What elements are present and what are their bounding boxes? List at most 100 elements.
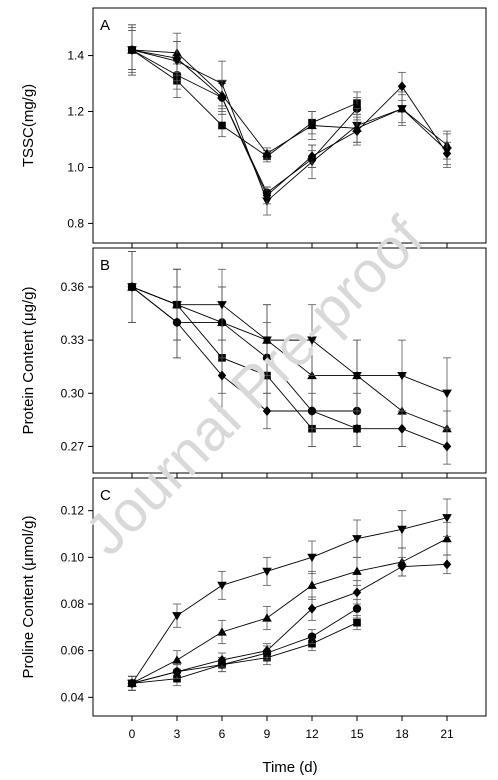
y-tick-label: 1.0 <box>67 160 84 174</box>
y-tick-label: 0.08 <box>61 597 85 611</box>
data-point <box>397 105 407 114</box>
data-point <box>352 604 362 613</box>
series-line <box>131 608 358 684</box>
y-tick-label: 1.2 <box>67 105 84 119</box>
watermark: Journal Pre-proof <box>73 204 436 567</box>
series-line <box>131 49 448 155</box>
data-point <box>262 190 272 201</box>
chart-panel: B 0.27 0.30 0.33 0.36 Protein Content (μg/g) <box>20 247 487 478</box>
data-point <box>172 612 182 621</box>
data-point <box>442 559 452 570</box>
y-tick-label: 0.04 <box>61 690 85 704</box>
y-tick-label: 0.10 <box>61 550 85 564</box>
series-triangle-down <box>127 498 452 691</box>
series-line <box>131 563 448 684</box>
data-point <box>262 148 272 158</box>
data-point <box>217 655 227 665</box>
series-line <box>131 622 358 684</box>
data-point <box>307 553 317 563</box>
data-point <box>442 533 452 543</box>
watermark-group: Journal Pre-proof <box>73 204 436 567</box>
data-point <box>307 151 317 162</box>
data-point <box>397 371 407 381</box>
plot-frame <box>92 7 487 244</box>
y-tick-label: 0.30 <box>61 386 85 400</box>
data-point <box>397 81 407 92</box>
data-point <box>352 371 362 381</box>
x-tick-label: 21 <box>440 727 454 741</box>
x-axis-label: Time (d) <box>262 759 317 776</box>
series-circle <box>127 598 362 691</box>
x-tick-label: 0 <box>129 727 136 741</box>
data-point <box>262 613 272 622</box>
data-point <box>352 566 362 575</box>
x-tick-label: 3 <box>174 727 181 741</box>
data-point <box>217 627 227 636</box>
y-axis-label: Proline Content (μmol/g) <box>20 516 37 679</box>
data-point <box>442 441 452 452</box>
x-tick-label: 15 <box>350 727 364 741</box>
data-point <box>217 581 227 591</box>
data-point <box>127 44 137 55</box>
y-tick-label: 0.06 <box>61 644 85 658</box>
data-point <box>397 525 407 535</box>
data-point <box>127 281 137 292</box>
series-diamond <box>127 29 452 205</box>
x-tick-label: 6 <box>219 727 226 741</box>
data-point <box>262 336 272 345</box>
series-diamond <box>127 554 452 691</box>
data-point <box>307 580 317 589</box>
chart-panel: C 0.04 0.06 0.08 0.10 0.12 Proline Content (μm… <box>20 477 487 721</box>
data-point <box>353 618 361 627</box>
data-point <box>218 121 226 130</box>
data-point <box>127 678 137 689</box>
x-axis-label-group: Time (d) <box>262 759 317 776</box>
series-diamond <box>127 251 452 465</box>
data-point <box>172 666 182 677</box>
y-tick-label: 1.4 <box>67 49 84 63</box>
data-point <box>307 603 317 614</box>
series-line <box>131 538 448 684</box>
y-tick-label: 0.33 <box>61 333 85 347</box>
x-tick-label: 18 <box>395 727 409 741</box>
data-point <box>217 92 227 103</box>
data-point <box>352 423 362 434</box>
series-line <box>131 517 448 684</box>
chart-panel: A 0.8 1.0 1.2 1.4 TSSC(mg/g) <box>20 7 487 248</box>
data-point <box>397 561 407 572</box>
y-axis-label: TSSC(mg/g) <box>20 84 37 167</box>
data-point <box>172 53 182 64</box>
x-tick-label: 12 <box>305 727 319 741</box>
data-point <box>352 126 362 137</box>
series-line <box>131 49 358 194</box>
series-line <box>131 286 448 430</box>
y-tick-label: 0.36 <box>61 280 85 294</box>
panel-label: A <box>100 17 110 34</box>
data-point <box>262 405 272 416</box>
data-point <box>442 514 452 523</box>
series-triangle-up <box>127 521 452 691</box>
data-point <box>217 301 227 310</box>
x-tick-labels: 0 3 6 9 12 15 18 21 <box>129 727 454 741</box>
y-tick-label: 0.27 <box>61 439 85 453</box>
data-point <box>307 336 317 345</box>
series-line <box>131 286 448 447</box>
plot-frame <box>92 477 487 717</box>
series-square <box>128 615 361 691</box>
data-point <box>397 423 407 434</box>
data-point <box>172 317 182 328</box>
series-line <box>131 49 448 197</box>
data-point <box>307 120 317 130</box>
data-point <box>352 535 362 544</box>
data-point <box>217 370 227 381</box>
series-line <box>131 286 448 394</box>
data-point <box>442 148 452 159</box>
data-point <box>307 405 317 416</box>
y-tick-label: 0.12 <box>61 504 85 518</box>
data-point <box>352 587 362 598</box>
x-tick-label: 9 <box>264 727 271 741</box>
data-point <box>262 567 272 577</box>
y-axis-label: Protein Content (μg/g) <box>20 287 37 435</box>
y-tick-label: 0.8 <box>67 216 84 230</box>
